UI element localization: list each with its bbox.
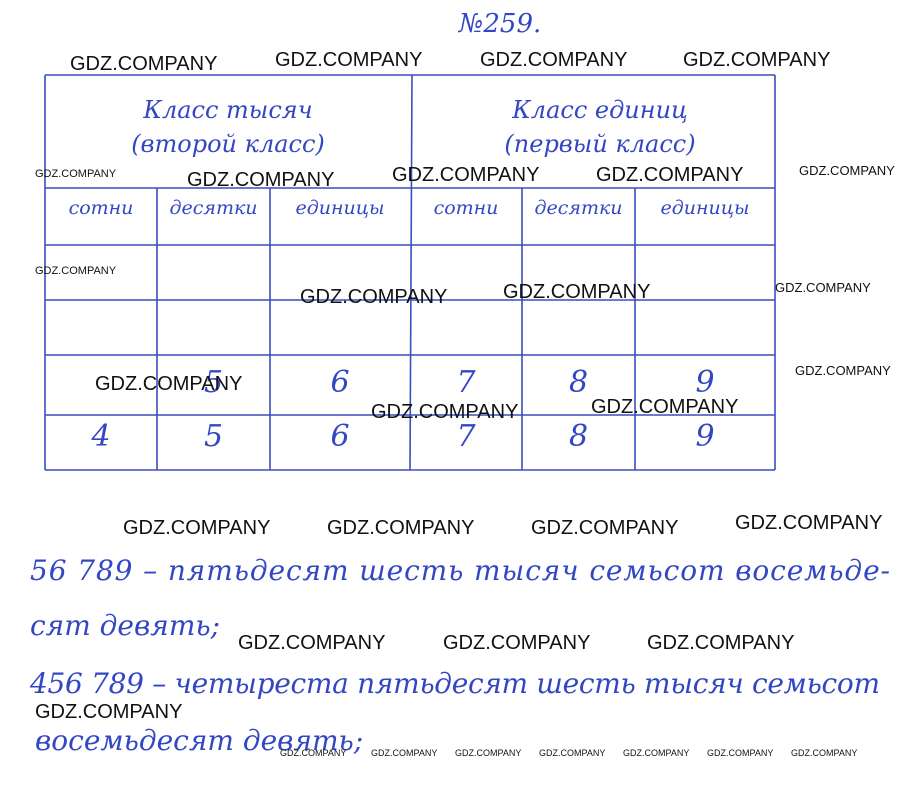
table-cell: 9 xyxy=(695,365,714,400)
watermark: GDZ.COMPANY xyxy=(591,396,738,418)
watermark: GDZ.COMPANY xyxy=(735,512,882,534)
watermark: GDZ.COMPANY xyxy=(300,286,447,308)
watermark: GDZ.COMPANY xyxy=(775,280,871,295)
exercise-number: №259. xyxy=(458,9,542,39)
table-grid xyxy=(44,74,776,471)
watermark: GDZ.COMPANY xyxy=(791,748,857,758)
watermark: GDZ.COMPANY xyxy=(275,49,422,71)
watermark: GDZ.COMPANY xyxy=(799,163,895,178)
answer-line: 56 789 – пятьдесят шесть тысяч семьсот в… xyxy=(30,554,890,587)
table-cell: 4 xyxy=(90,419,110,454)
watermark: GDZ.COMPANY xyxy=(187,169,334,191)
table-divider xyxy=(409,74,413,471)
class-header: Класс единиц xyxy=(511,96,688,124)
watermark: GDZ.COMPANY xyxy=(123,517,270,539)
answer-line: сят девять; xyxy=(30,609,220,642)
watermark: GDZ.COMPANY xyxy=(443,632,590,654)
watermark: GDZ.COMPANY xyxy=(683,49,830,71)
watermark: GDZ.COMPANY xyxy=(596,164,743,186)
watermark: GDZ.COMPANY xyxy=(35,265,117,277)
table-cell: 8 xyxy=(569,365,588,400)
column-header: единицы xyxy=(660,197,749,219)
column-header: десятки xyxy=(169,197,257,219)
watermark: GDZ.COMPANY xyxy=(35,168,117,180)
watermark: GDZ.COMPANY xyxy=(623,748,689,758)
answer-line: восемьдесят девять; xyxy=(35,724,363,757)
watermark: GDZ.COMPANY xyxy=(531,517,678,539)
column-header: сотни xyxy=(69,197,134,219)
watermark: GDZ.COMPANY xyxy=(280,748,346,758)
table-cell: 5 xyxy=(204,365,223,400)
class-header: (второй класс) xyxy=(131,130,325,158)
column-header: сотни xyxy=(434,197,499,219)
watermark: GDZ.COMPANY xyxy=(503,281,650,303)
watermark: GDZ.COMPANY xyxy=(95,373,242,395)
table-cell: 7 xyxy=(456,365,476,400)
class-header: Класс тысяч xyxy=(142,96,312,124)
table-cell: 7 xyxy=(456,419,476,454)
watermark: GDZ.COMPANY xyxy=(70,53,217,75)
column-header: десятки xyxy=(534,197,622,219)
table-cell: 5 xyxy=(204,419,223,454)
watermark: GDZ.COMPANY xyxy=(707,748,773,758)
watermark: GDZ.COMPANY xyxy=(371,401,518,423)
answer-line: 456 789 – четыреста пятьдесят шесть тыся… xyxy=(29,667,880,700)
column-header: единицы xyxy=(295,197,384,219)
watermark: GDZ.COMPANY xyxy=(371,748,437,758)
table-cell: 9 xyxy=(695,419,714,454)
watermark: GDZ.COMPANY xyxy=(647,632,794,654)
watermark: GDZ.COMPANY xyxy=(327,517,474,539)
watermark: GDZ.COMPANY xyxy=(539,748,605,758)
table-cell: 8 xyxy=(569,419,588,454)
watermark: GDZ.COMPANY xyxy=(795,363,891,378)
watermark: GDZ.COMPANY xyxy=(35,701,182,723)
table-cell: 6 xyxy=(330,365,349,400)
watermark: GDZ.COMPANY xyxy=(238,632,385,654)
watermark: GDZ.COMPANY xyxy=(480,49,627,71)
table-cell: 6 xyxy=(330,419,349,454)
class-header: (первый класс) xyxy=(504,130,695,158)
watermark: GDZ.COMPANY xyxy=(455,748,521,758)
watermark: GDZ.COMPANY xyxy=(392,164,539,186)
